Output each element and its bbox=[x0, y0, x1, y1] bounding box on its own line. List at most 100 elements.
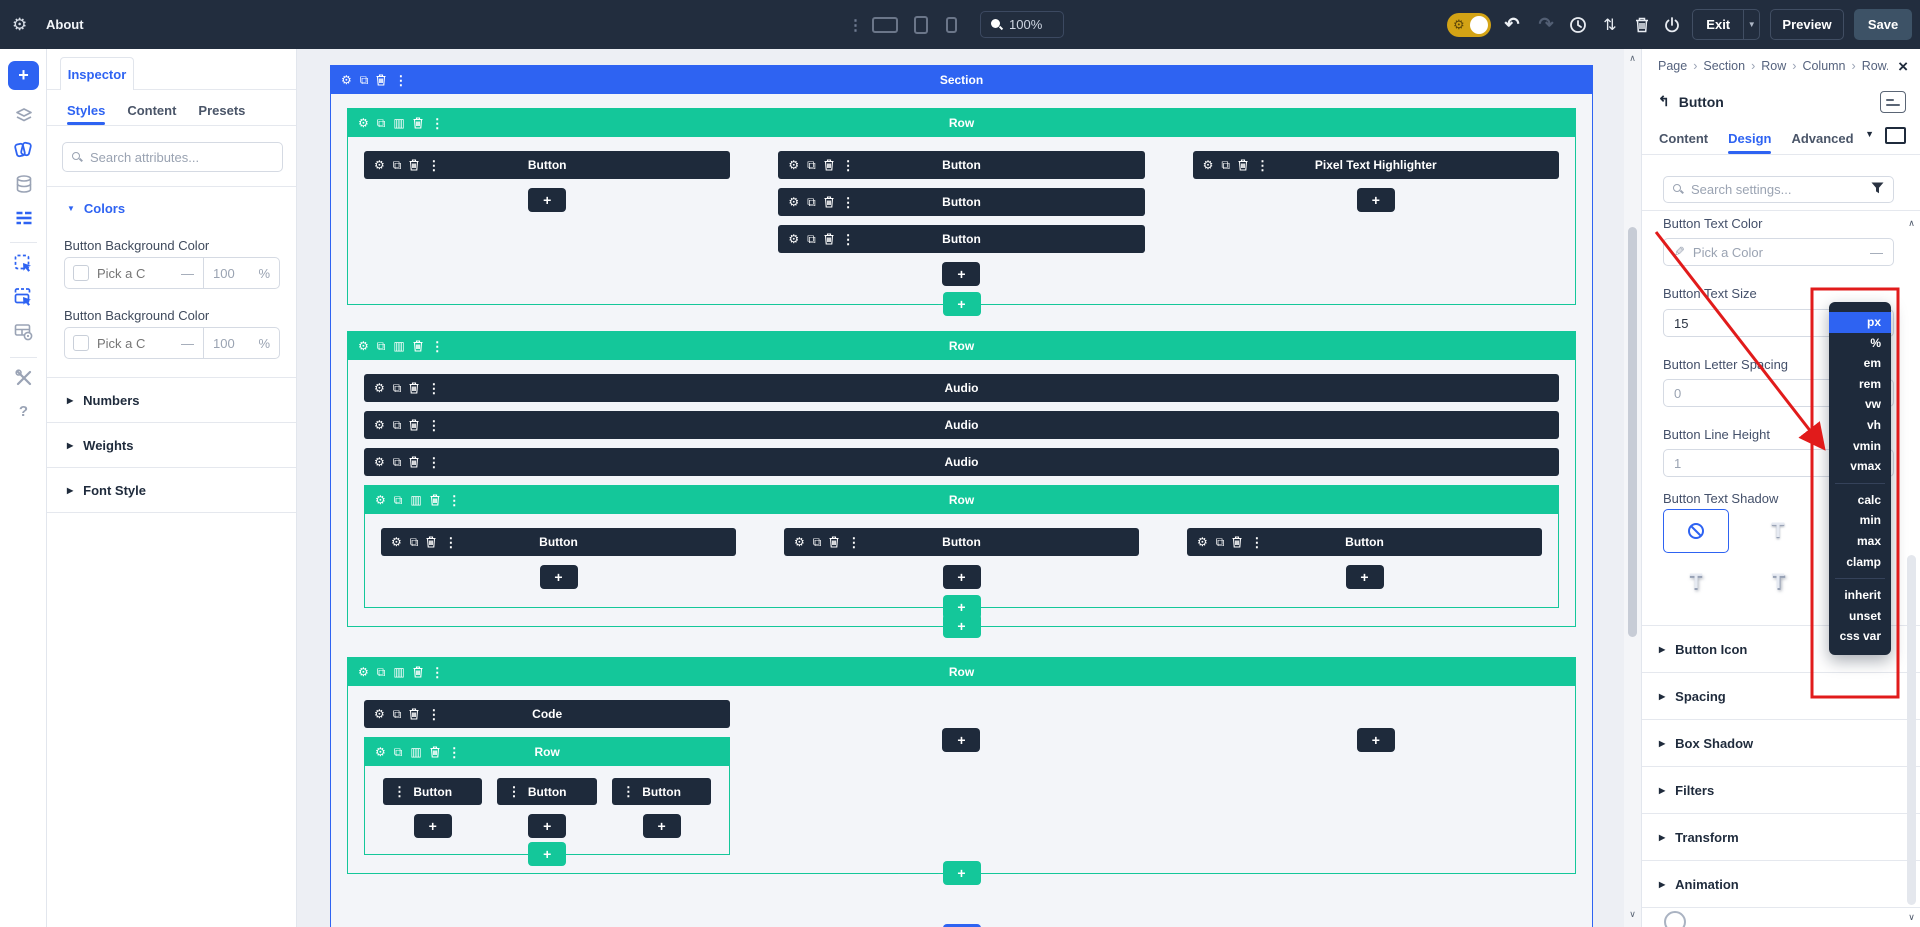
sort-arrows-icon[interactable]: ⇅ bbox=[1603, 16, 1617, 34]
section-spacing[interactable]: ▶ Spacing bbox=[1642, 673, 1920, 720]
module-button[interactable]: ⚙ ⧉ ⋮ Button bbox=[778, 151, 1145, 179]
add-row-button[interactable]: + bbox=[942, 292, 981, 316]
design-presets-icon[interactable] bbox=[13, 139, 34, 160]
trash-icon[interactable] bbox=[430, 746, 440, 758]
trash-icon[interactable] bbox=[409, 419, 419, 431]
add-module-button[interactable]: + bbox=[528, 188, 567, 212]
breadcrumb[interactable]: Page › Section › Row › Column › Row... bbox=[1658, 59, 1888, 73]
duplicate-icon[interactable]: ⧉ bbox=[409, 535, 419, 549]
trash-icon[interactable] bbox=[824, 233, 834, 245]
add-module-button[interactable]: + bbox=[528, 814, 567, 838]
gear-icon[interactable]: ⚙ bbox=[788, 195, 800, 209]
options-dots-icon[interactable]: ⋮ bbox=[444, 534, 458, 550]
trash-icon[interactable] bbox=[409, 159, 419, 171]
tab-content[interactable]: Content bbox=[127, 102, 177, 118]
duplicate-icon[interactable]: ⧉ bbox=[393, 745, 403, 759]
section-font-style[interactable]: ▶ Font Style bbox=[47, 468, 296, 513]
button-background-color-input-2[interactable]: — 100 % bbox=[64, 327, 280, 359]
unit-option-inherit[interactable]: inherit bbox=[1844, 588, 1881, 603]
module-button[interactable]: ⚙ ⧉ ⋮ Button bbox=[778, 188, 1145, 216]
unit-option-vw[interactable]: vw bbox=[1864, 397, 1881, 412]
eyedropper-icon[interactable]: ✎ bbox=[1674, 244, 1685, 259]
breadcrumb-item[interactable]: Section bbox=[1703, 59, 1746, 73]
module-button[interactable]: ⋮ Button bbox=[383, 778, 483, 805]
row-header-bar[interactable]: ⚙ ⧉ ▥ ⋮ Row bbox=[348, 109, 1575, 137]
opacity-value[interactable]: 100 bbox=[213, 335, 235, 351]
undo-icon[interactable]: ↶ bbox=[1504, 14, 1520, 34]
duplicate-icon[interactable]: ⧉ bbox=[1221, 158, 1230, 172]
columns-icon[interactable]: ▥ bbox=[393, 116, 405, 130]
settings-scrollbar[interactable]: ∧ ∨ bbox=[1903, 160, 1920, 927]
module-button[interactable]: ⚙ ⧉ ⋮ Button bbox=[1187, 528, 1542, 556]
add-row-button[interactable]: + bbox=[942, 614, 981, 638]
options-dots-icon[interactable]: ⋮ bbox=[430, 664, 444, 680]
gear-icon[interactable]: ⚙ bbox=[374, 707, 385, 721]
columns-icon[interactable]: ▥ bbox=[410, 745, 422, 759]
module-button[interactable]: ⋮ Button bbox=[611, 778, 712, 805]
color-value-input[interactable] bbox=[97, 265, 159, 281]
row-header-bar[interactable]: ⚙ ⧉ ▥ ⋮ Row bbox=[348, 658, 1575, 686]
layers-icon[interactable] bbox=[13, 105, 34, 126]
module-button[interactable]: ⚙ ⧉ ⋮ Button bbox=[784, 528, 1139, 556]
options-dots-icon[interactable]: ⋮ bbox=[430, 338, 444, 354]
layout-settings-icon[interactable] bbox=[13, 207, 34, 228]
trash-icon[interactable] bbox=[1238, 159, 1248, 171]
add-module-button[interactable]: + bbox=[642, 814, 681, 838]
module-button[interactable]: ⋮ Button bbox=[497, 778, 597, 805]
tablet-view-icon[interactable] bbox=[914, 16, 928, 34]
scroll-down-icon[interactable]: ∨ bbox=[1629, 909, 1636, 919]
module-audio[interactable]: ⚙ ⧉ ⋮ Audio bbox=[364, 374, 1559, 402]
add-row-button[interactable]: + bbox=[528, 842, 567, 866]
button-text-color-input[interactable]: ✎ — bbox=[1663, 238, 1894, 266]
text-color-value[interactable] bbox=[1692, 244, 1862, 260]
row[interactable]: ⚙ ⧉ ▥ ⋮ Row ⚙ ⧉ ⋮ Button + ⚙ ⧉ ⋮ Button + ⚙ ⧉ ⋮ Button + … bbox=[364, 485, 1559, 619]
close-icon[interactable]: × bbox=[1898, 57, 1908, 76]
tools-icon[interactable] bbox=[13, 367, 34, 388]
unit-option-unset[interactable]: unset bbox=[1848, 608, 1881, 623]
columns-icon[interactable]: ▥ bbox=[410, 493, 422, 507]
gear-icon[interactable]: ⚙ bbox=[1202, 158, 1214, 172]
tab-content-settings[interactable]: Content bbox=[1659, 131, 1709, 146]
options-dots-icon[interactable]: ⋮ bbox=[427, 380, 441, 396]
section-transform[interactable]: ▶ Transform bbox=[1642, 814, 1920, 861]
database-icon[interactable] bbox=[13, 173, 34, 194]
theme-toggle[interactable]: ⚙ bbox=[1447, 13, 1491, 37]
filter-funnel-icon[interactable] bbox=[1871, 181, 1884, 199]
add-module-button[interactable]: + bbox=[1356, 728, 1395, 752]
gear-icon[interactable]: ⚙ bbox=[375, 493, 386, 507]
scroll-up-icon[interactable]: ∧ bbox=[1629, 53, 1636, 63]
breadcrumb-item[interactable]: Column bbox=[1802, 59, 1846, 73]
unit-option-min[interactable]: min bbox=[1859, 513, 1881, 528]
shadow-option-none[interactable] bbox=[1663, 509, 1729, 553]
row-header-bar[interactable]: ⚙ ⧉ ▥ ⋮ Row bbox=[365, 486, 1558, 514]
options-dots-icon[interactable]: ⋮ bbox=[394, 72, 408, 88]
preset-toggle-icon[interactable] bbox=[1880, 91, 1906, 113]
section-header-bar[interactable]: ⚙ ⧉ ⋮ Section bbox=[331, 66, 1592, 94]
exit-button[interactable]: Exit ▼ bbox=[1692, 9, 1760, 40]
row[interactable]: ⚙ ⧉ ▥ ⋮ Row ⚙ ⧉ ⋮ Code ⚙ ⧉ ▥ ⋮ Row ⋮ Button + ⋮ Butto… bbox=[347, 657, 1576, 885]
trash-icon[interactable] bbox=[409, 708, 419, 720]
scroll-down-icon[interactable]: ∨ bbox=[1908, 912, 1915, 922]
row-header-bar[interactable]: ⚙ ⧉ ▥ ⋮ Row bbox=[348, 332, 1575, 360]
zoom-control[interactable]: 100% bbox=[980, 11, 1064, 38]
unit-option-clamp[interactable]: clamp bbox=[1846, 554, 1881, 569]
trash-icon[interactable] bbox=[413, 117, 423, 129]
attributes-search[interactable] bbox=[62, 142, 283, 172]
preview-button[interactable]: Preview bbox=[1770, 9, 1844, 40]
colors-section-header[interactable]: ▼ Colors bbox=[67, 201, 126, 216]
settings-gear-icon[interactable]: ⚙ bbox=[12, 14, 28, 34]
unit-option-calc[interactable]: calc bbox=[1857, 492, 1881, 507]
gear-icon[interactable]: ⚙ bbox=[1197, 535, 1208, 549]
section[interactable]: ⚙ ⧉ ⋮ Section ⚙ ⧉ ▥ ⋮ Row ⚙ ⧉ ⋮ Button + ⚙ ⧉ ⋮ Button… bbox=[330, 65, 1593, 927]
more-options-icon[interactable]: ⋮ bbox=[848, 16, 863, 34]
breadcrumb-item[interactable]: Row bbox=[1761, 59, 1787, 73]
row-header-bar[interactable]: ⚙ ⧉ ▥ ⋮ Row bbox=[365, 738, 730, 766]
gear-icon[interactable]: ⚙ bbox=[374, 158, 385, 172]
add-module-button[interactable]: + bbox=[1356, 188, 1395, 212]
section-animation[interactable]: ▶ Animation bbox=[1642, 861, 1920, 908]
scroll-up-icon[interactable]: ∧ bbox=[1908, 218, 1915, 228]
row[interactable]: ⚙ ⧉ ▥ ⋮ Row ⚙ ⧉ ⋮ Button + ⚙ ⧉ ⋮ Button ⚙ ⧉ ⋮ Button ⚙ ⧉ ⋮… bbox=[347, 108, 1576, 316]
trash-icon[interactable] bbox=[430, 494, 440, 506]
settings-search-input[interactable] bbox=[1691, 182, 1864, 197]
duplicate-icon[interactable]: ⧉ bbox=[807, 158, 816, 172]
